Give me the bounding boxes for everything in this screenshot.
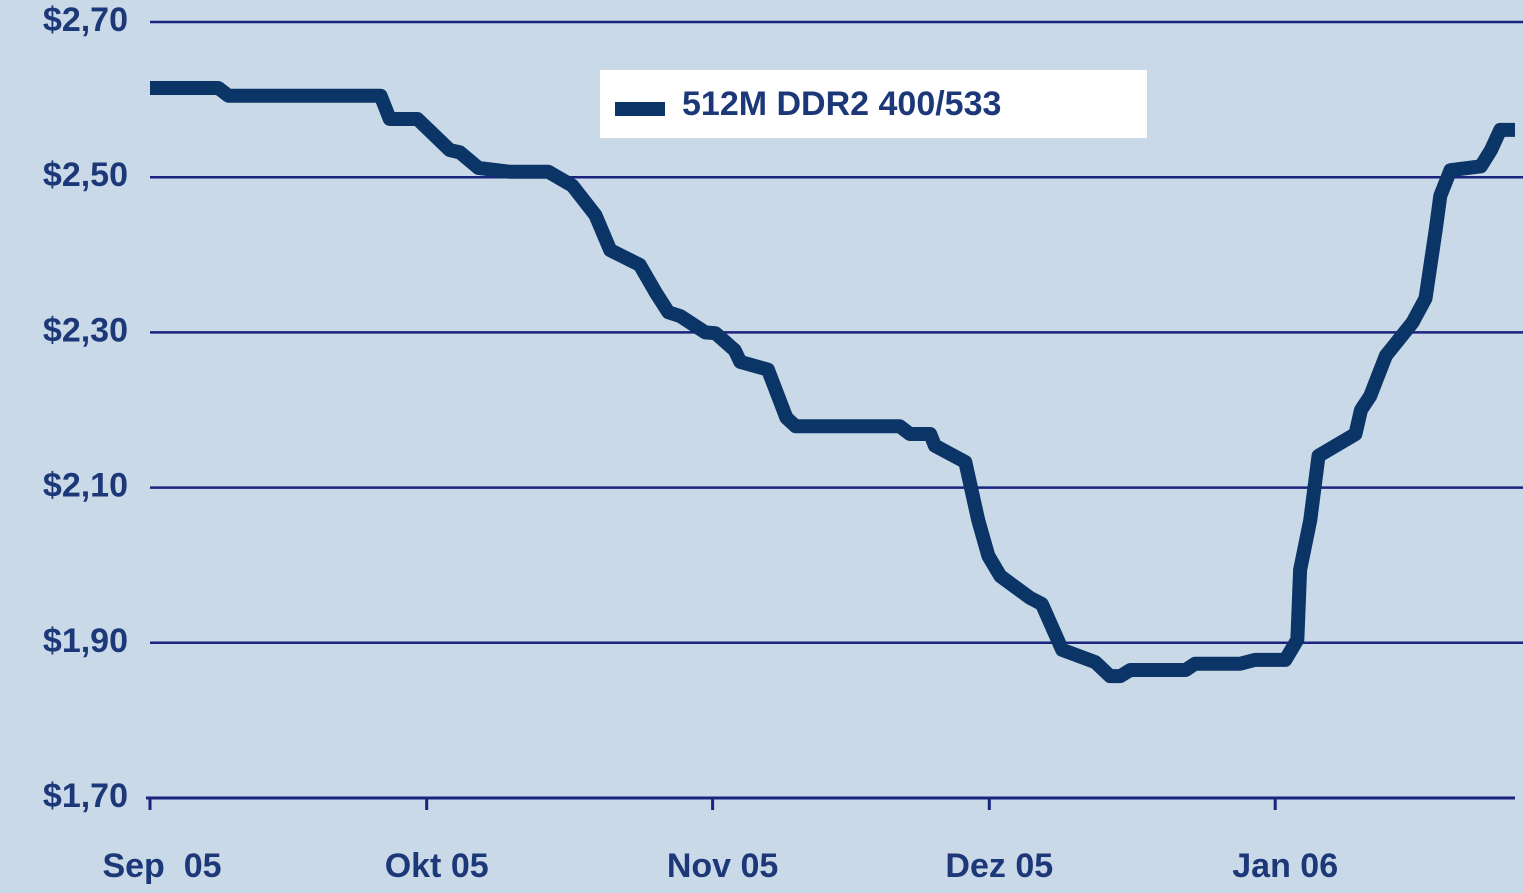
y-tick-label: $1,70 (43, 777, 128, 815)
y-tick-label: $1,90 (43, 622, 128, 660)
y-tick-label: $2,70 (43, 1, 128, 39)
y-tick-label: $2,10 (43, 467, 128, 505)
legend-label: 512M DDR2 400/533 (682, 85, 1001, 123)
x-tick-label: Okt 05 (385, 847, 489, 885)
y-tick-label: $2,30 (43, 311, 128, 349)
price-line (150, 80, 1515, 684)
x-tick-label: Dez 05 (945, 847, 1053, 885)
y-tick-label: $2,50 (43, 156, 128, 194)
x-tick-label: Nov 05 (667, 847, 779, 885)
legend-box (600, 70, 1147, 138)
x-tick-label: Jan 06 (1232, 847, 1338, 885)
x-tick-label: Sep 05 (102, 847, 221, 885)
